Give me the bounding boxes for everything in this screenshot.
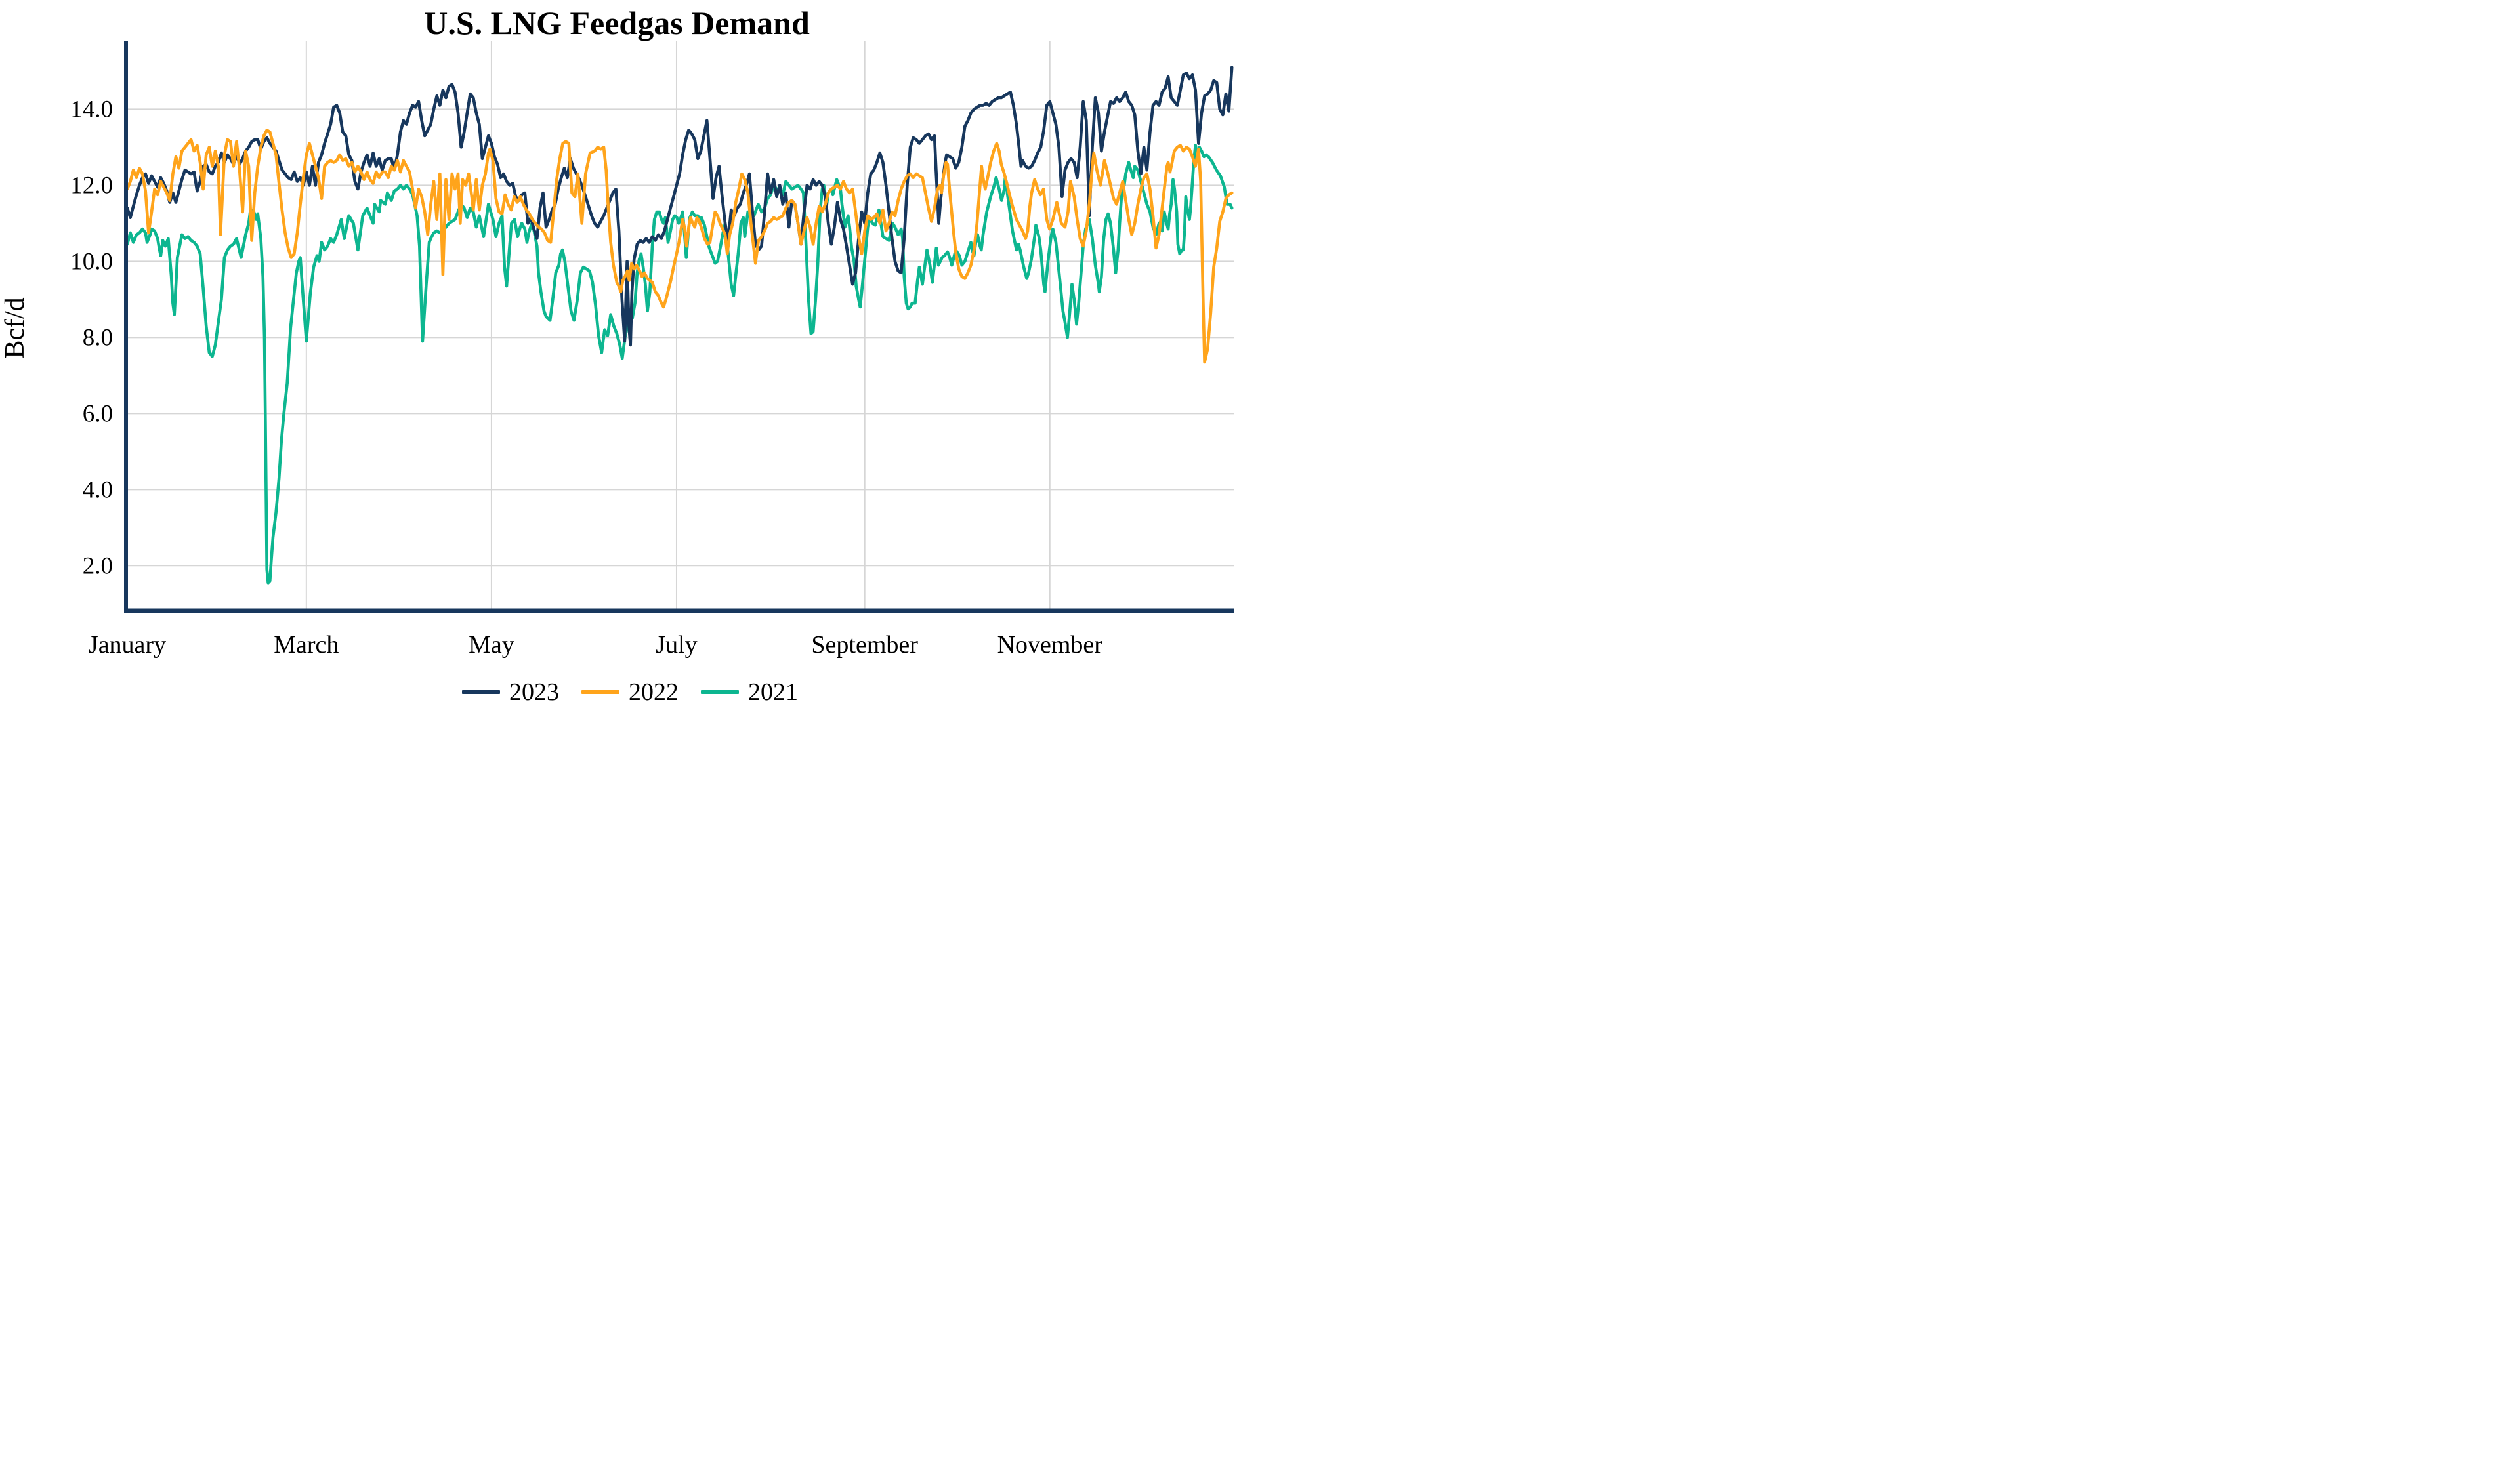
series-line-2022 bbox=[125, 129, 1234, 364]
legend-item-2021: 2021 bbox=[701, 680, 798, 705]
legend-item-2022: 2022 bbox=[581, 680, 679, 705]
series-line-2023 bbox=[125, 66, 1234, 347]
y-tick-label: 8.0 bbox=[83, 324, 113, 351]
series-lines bbox=[125, 66, 1234, 585]
y-tick-label: 6.0 bbox=[83, 400, 113, 427]
chart-title: U.S. LNG Feedgas Demand bbox=[424, 5, 810, 41]
x-tick-label: January bbox=[89, 631, 166, 659]
x-tick-label: July bbox=[656, 631, 697, 659]
legend-label: 2023 bbox=[509, 678, 559, 706]
y-tick-label: 14.0 bbox=[70, 96, 113, 123]
y-axis-label: Bcf/d bbox=[0, 297, 30, 358]
y-tick-label: 12.0 bbox=[70, 172, 113, 199]
legend-label: 2021 bbox=[748, 678, 798, 706]
chart-canvas: U.S. LNG Feedgas Demand Bcf/d 2.0 4.0 6.0 8… bbox=[0, 5, 1234, 659]
legend-swatch-2023 bbox=[462, 690, 500, 694]
legend-item-2023: 2023 bbox=[462, 680, 559, 705]
y-tick-label: 4.0 bbox=[83, 476, 113, 503]
x-tick-labels: January March May July September November bbox=[89, 631, 1102, 659]
x-tick-label: May bbox=[469, 631, 514, 659]
legend-label: 2022 bbox=[629, 678, 679, 706]
y-tick-label: 2.0 bbox=[83, 552, 113, 579]
legend: 2023 2022 2021 bbox=[0, 680, 1260, 705]
series-line-2021 bbox=[125, 144, 1234, 585]
x-tick-label: September bbox=[811, 631, 918, 659]
y-tick-labels: 2.0 4.0 6.0 8.0 10.0 12.0 14.0 bbox=[70, 96, 113, 579]
y-tick-label: 10.0 bbox=[70, 248, 113, 275]
gridlines bbox=[127, 41, 1234, 609]
legend-swatch-2021 bbox=[701, 690, 739, 694]
x-tick-label: November bbox=[998, 631, 1103, 659]
legend-swatch-2022 bbox=[581, 690, 620, 694]
lng-feedgas-chart: U.S. LNG Feedgas Demand Bcf/d 2.0 4.0 6.0 8… bbox=[0, 0, 1260, 740]
x-tick-label: March bbox=[274, 631, 339, 659]
axes bbox=[124, 41, 1234, 613]
